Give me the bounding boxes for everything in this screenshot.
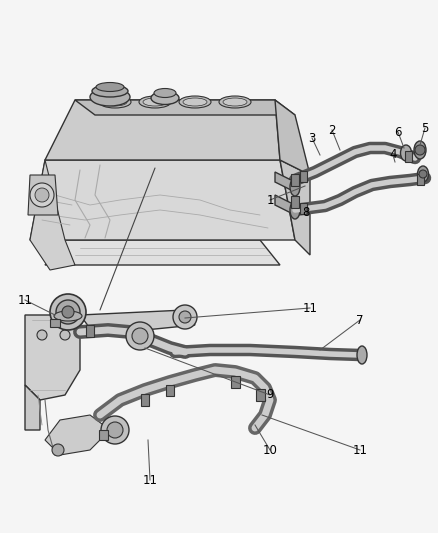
Text: 6: 6: [394, 125, 402, 139]
Circle shape: [415, 145, 425, 155]
Ellipse shape: [223, 98, 247, 106]
Polygon shape: [280, 160, 310, 255]
Text: 3: 3: [308, 132, 316, 144]
Ellipse shape: [414, 141, 426, 159]
Ellipse shape: [357, 346, 367, 364]
Polygon shape: [275, 195, 295, 215]
Circle shape: [62, 306, 74, 318]
Ellipse shape: [417, 166, 428, 182]
Polygon shape: [28, 175, 58, 215]
Ellipse shape: [92, 85, 128, 97]
Bar: [291, 196, 299, 208]
Ellipse shape: [290, 178, 300, 196]
Ellipse shape: [219, 96, 251, 108]
Text: 11: 11: [18, 294, 32, 306]
Ellipse shape: [400, 145, 411, 161]
Text: 2: 2: [328, 124, 336, 136]
Bar: [86, 325, 94, 337]
Polygon shape: [75, 100, 295, 115]
Bar: [405, 150, 411, 161]
Bar: [417, 174, 424, 184]
Text: 7: 7: [356, 313, 364, 327]
Polygon shape: [275, 172, 295, 192]
Ellipse shape: [99, 96, 131, 108]
Ellipse shape: [290, 201, 300, 219]
Polygon shape: [80, 310, 195, 335]
Polygon shape: [30, 160, 75, 270]
Circle shape: [50, 294, 86, 330]
Ellipse shape: [183, 98, 207, 106]
Polygon shape: [30, 160, 295, 240]
Circle shape: [60, 330, 70, 340]
Ellipse shape: [90, 88, 130, 106]
Ellipse shape: [151, 92, 179, 104]
Ellipse shape: [96, 83, 124, 92]
Text: 11: 11: [353, 443, 367, 456]
Polygon shape: [275, 100, 310, 175]
Polygon shape: [25, 385, 40, 430]
Ellipse shape: [54, 311, 82, 321]
Bar: [255, 389, 265, 401]
Circle shape: [107, 422, 123, 438]
Text: 8: 8: [302, 206, 310, 220]
Polygon shape: [25, 315, 80, 400]
Text: 1: 1: [266, 193, 274, 206]
Ellipse shape: [103, 98, 127, 106]
Bar: [300, 203, 307, 214]
Circle shape: [132, 328, 148, 344]
Bar: [141, 394, 149, 406]
Bar: [50, 319, 60, 327]
Circle shape: [126, 322, 154, 350]
Circle shape: [35, 188, 49, 202]
Circle shape: [101, 416, 129, 444]
Text: 11: 11: [142, 473, 158, 487]
Text: 10: 10: [262, 443, 277, 456]
Bar: [230, 376, 240, 388]
Circle shape: [179, 311, 191, 323]
Ellipse shape: [139, 96, 171, 108]
Text: 11: 11: [303, 302, 318, 314]
Circle shape: [37, 330, 47, 340]
Bar: [291, 174, 299, 186]
Bar: [166, 384, 174, 395]
Polygon shape: [45, 415, 110, 455]
Circle shape: [419, 170, 427, 178]
Polygon shape: [45, 100, 280, 160]
Text: 4: 4: [389, 149, 397, 161]
Circle shape: [173, 305, 197, 329]
Circle shape: [30, 183, 54, 207]
Ellipse shape: [143, 98, 167, 106]
Ellipse shape: [179, 96, 211, 108]
Text: 5: 5: [421, 122, 429, 134]
Ellipse shape: [154, 88, 176, 98]
Text: 9: 9: [266, 389, 274, 401]
Bar: [300, 171, 307, 182]
Circle shape: [56, 300, 80, 324]
Polygon shape: [45, 240, 280, 265]
Circle shape: [52, 444, 64, 456]
Bar: [99, 430, 107, 440]
